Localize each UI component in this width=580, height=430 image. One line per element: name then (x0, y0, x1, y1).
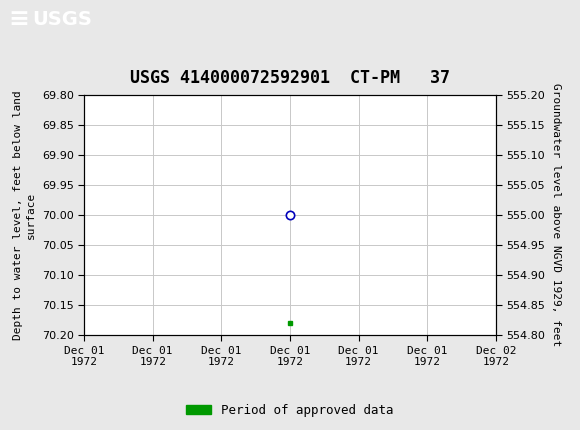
Text: ≡: ≡ (9, 7, 30, 31)
Title: USGS 414000072592901  CT-PM   37: USGS 414000072592901 CT-PM 37 (130, 70, 450, 87)
Y-axis label: Depth to water level, feet below land
surface: Depth to water level, feet below land su… (13, 90, 37, 340)
Y-axis label: Groundwater level above NGVD 1929, feet: Groundwater level above NGVD 1929, feet (551, 83, 561, 347)
Legend: Period of approved data: Period of approved data (181, 399, 399, 421)
Text: USGS: USGS (32, 10, 92, 29)
